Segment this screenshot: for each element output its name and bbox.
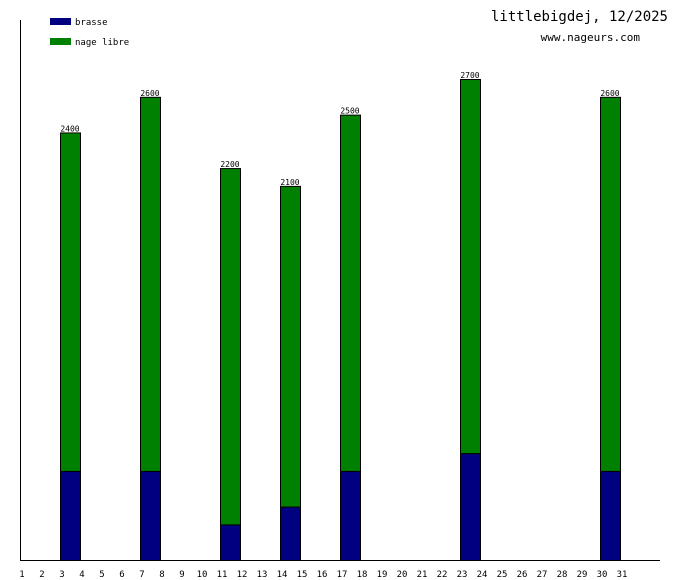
bar-nage_libre-day-7	[140, 96, 161, 472]
x-tick-label: 3	[59, 570, 64, 580]
bar-total-label: 2700	[460, 71, 479, 80]
legend-swatch-brasse	[50, 18, 71, 25]
x-tick-label: 29	[577, 570, 588, 580]
legend-label-nage_libre: nage libre	[75, 38, 129, 48]
x-tick-label: 12	[237, 570, 248, 580]
x-tick-label: 15	[297, 570, 308, 580]
bar-total-label: 2100	[280, 178, 299, 187]
x-tick-label: 31	[617, 570, 628, 580]
bar-nage_libre-day-17	[340, 114, 361, 472]
bar-brasse-day-30	[600, 470, 621, 562]
x-tick-label: 21	[417, 570, 428, 580]
legend-swatch-nage_libre	[50, 38, 71, 45]
bar-brasse-day-3	[60, 470, 81, 562]
x-tick-label: 11	[217, 570, 228, 580]
x-tick-label: 10	[197, 570, 208, 580]
x-tick-label: 14	[277, 570, 288, 580]
chart-title: littlebigdej, 12/2025	[490, 9, 668, 25]
bar-total-label: 2500	[340, 107, 359, 116]
x-tick-label: 17	[337, 570, 348, 580]
bar-total-label: 2200	[220, 160, 239, 169]
x-tick-label: 1	[19, 570, 24, 580]
chart-subtitle: www.nageurs.com	[540, 31, 640, 44]
x-tick-label: 19	[377, 570, 388, 580]
x-tick-label: 30	[597, 570, 608, 580]
bar-nage_libre-day-14	[280, 185, 301, 508]
bar-brasse-day-14	[280, 506, 301, 561]
x-tick-label: 28	[557, 570, 568, 580]
x-tick-label: 5	[99, 570, 104, 580]
bar-brasse-day-17	[340, 470, 361, 562]
x-tick-label: 4	[79, 570, 84, 580]
x-tick-label: 25	[497, 570, 508, 580]
x-tick-label: 9	[179, 570, 184, 580]
x-tick-label: 2	[39, 570, 44, 580]
x-tick-label: 16	[317, 570, 328, 580]
x-tick-label: 6	[119, 570, 124, 580]
bar-nage_libre-day-3	[60, 132, 81, 472]
bar-nage_libre-day-11	[220, 168, 241, 526]
x-tick-label: 24	[477, 570, 488, 580]
x-tick-label: 22	[437, 570, 448, 580]
bar-total-label: 2600	[140, 89, 159, 98]
legend-label-brasse: brasse	[75, 18, 108, 28]
x-tick-label: 18	[357, 570, 368, 580]
bar-brasse-day-7	[140, 470, 161, 562]
bar-total-label: 2600	[600, 89, 619, 98]
bar-nage_libre-day-23	[460, 79, 481, 455]
bar-brasse-day-23	[460, 453, 481, 561]
bar-brasse-day-11	[220, 524, 241, 561]
x-tick-label: 7	[139, 570, 144, 580]
x-tick-label: 26	[517, 570, 528, 580]
bar-nage_libre-day-30	[600, 96, 621, 472]
x-tick-label: 20	[397, 570, 408, 580]
x-tick-label: 27	[537, 570, 548, 580]
x-tick-label: 8	[159, 570, 164, 580]
x-tick-label: 13	[257, 570, 268, 580]
bar-total-label: 2400	[60, 124, 79, 133]
x-tick-label: 23	[457, 570, 468, 580]
